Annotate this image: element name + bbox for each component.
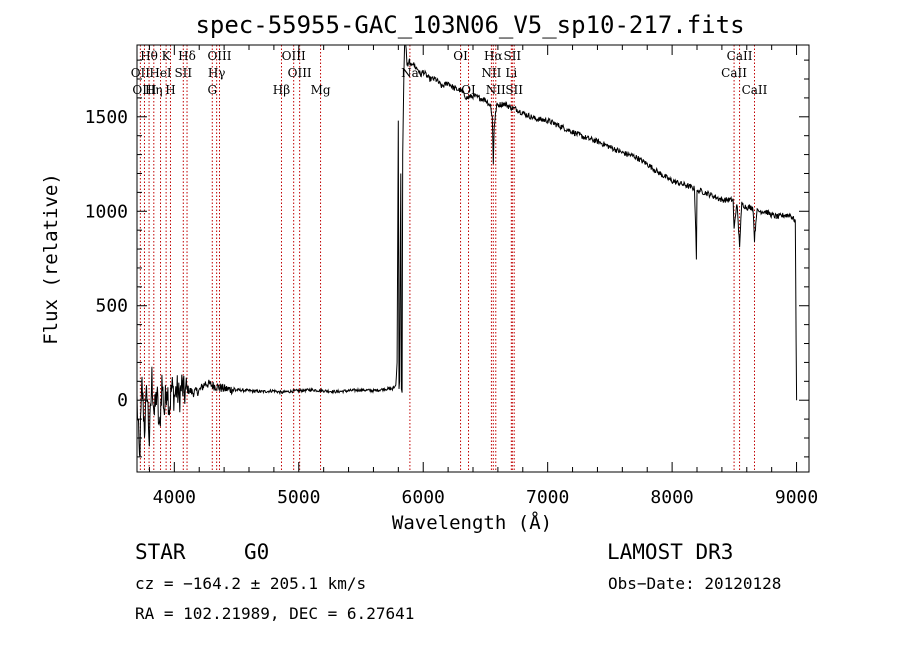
line-label-22: Hβ <box>273 83 290 97</box>
line-label-14: Na <box>401 66 419 80</box>
spectral-line-markers <box>139 45 755 472</box>
line-label-2: Hδ <box>178 49 196 63</box>
chart-title: spec-55955-GAC_103N06_V5_sp10-217.fits <box>195 11 744 39</box>
line-label-16: Li <box>505 66 517 80</box>
survey-name: LAMOST DR3 <box>607 540 733 564</box>
line-label-8: CaII <box>727 49 753 63</box>
x-tick-label-2: 6000 <box>402 487 445 508</box>
y-tick-label-2: 1000 <box>85 201 128 222</box>
line-label-18: OIII <box>132 83 156 97</box>
y-axis: 0 500 1000 1500 <box>85 59 809 458</box>
line-label-1: K <box>162 49 172 63</box>
line-label-26: SII <box>505 83 523 97</box>
observation-date: Obs−Date: 20120128 <box>608 574 781 593</box>
x-axis: 4000 5000 6000 7000 8000 9000 <box>148 45 818 508</box>
line-label-20: H <box>165 83 175 97</box>
y-axis-label: Flux (relative) <box>40 173 62 345</box>
line-label-7: SII <box>503 49 521 63</box>
line-label-27: CaII <box>742 83 768 97</box>
spectrum-line <box>136 44 798 457</box>
line-label-5: OI <box>453 49 468 63</box>
line-label-3: OIII <box>207 49 231 63</box>
line-label-21: G <box>207 83 217 97</box>
line-label-0: Hθ <box>140 49 158 63</box>
line-label-4: OIII <box>282 49 306 63</box>
coordinates: RA = 102.21989, DEC = 6.27641 <box>135 604 414 623</box>
plot-frame <box>136 44 810 473</box>
line-label-15: NII <box>481 66 501 80</box>
y-tick-label-0: 0 <box>117 390 128 411</box>
object-class: STAR <box>135 540 186 564</box>
object-subclass: G0 <box>244 540 269 564</box>
line-label-13: OIII <box>288 66 312 80</box>
x-tick-label-0: 4000 <box>153 487 196 508</box>
x-tick-label-5: 9000 <box>775 487 818 508</box>
line-label-25: NII <box>486 83 506 97</box>
line-label-19: Hη <box>145 83 163 97</box>
line-label-10: HeI <box>149 66 172 80</box>
line-label-11: SII <box>174 66 192 80</box>
x-axis-label: Wavelength (Å) <box>392 511 552 534</box>
line-label-12: Hγ <box>208 66 226 80</box>
line-label-24: OI <box>461 83 476 97</box>
line-label-9: OII <box>131 66 151 80</box>
line-label-17: CaII <box>721 66 747 80</box>
x-tick-label-4: 8000 <box>650 487 693 508</box>
line-label-6: Hα <box>484 49 503 63</box>
x-tick-label-3: 7000 <box>526 487 569 508</box>
x-tick-label-1: 5000 <box>277 487 320 508</box>
y-tick-label-1: 500 <box>95 296 128 317</box>
line-label-23: Mg <box>311 83 331 97</box>
redshift-velocity: cz = −164.2 ± 205.1 km/s <box>135 574 366 593</box>
y-tick-label-3: 1500 <box>85 107 128 128</box>
